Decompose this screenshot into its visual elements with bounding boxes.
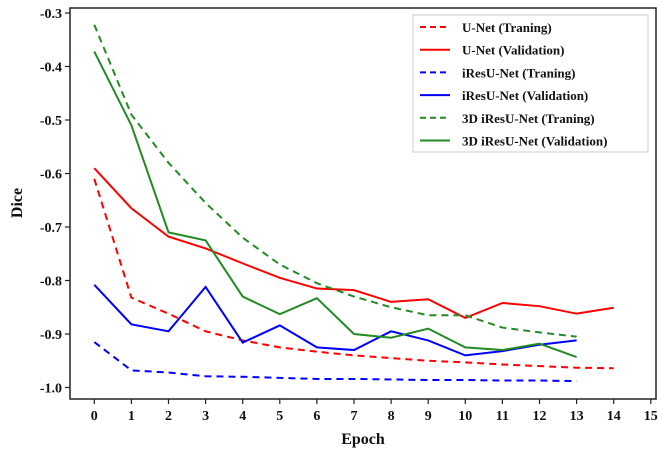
y-axis-label: Dice bbox=[9, 188, 26, 218]
x-tick-label: 10 bbox=[458, 409, 472, 424]
legend-label: 3D iResU-Net (Traning) bbox=[462, 111, 595, 126]
y-tick-label: -0.7 bbox=[40, 221, 62, 236]
x-tick-label: 15 bbox=[644, 409, 658, 424]
x-tick-label: 5 bbox=[276, 409, 283, 424]
series-line-3 bbox=[94, 285, 576, 356]
legend-label: U-Net (Traning) bbox=[462, 20, 552, 35]
x-tick-label: 3 bbox=[202, 409, 209, 424]
legend-label: 3D iResU-Net (Validation) bbox=[462, 134, 607, 149]
legend-label: iResU-Net (Traning) bbox=[462, 65, 576, 80]
y-tick-label: -1.0 bbox=[40, 382, 62, 397]
series-line-0 bbox=[94, 179, 613, 368]
x-tick-label: 14 bbox=[607, 409, 621, 424]
x-tick-label: 9 bbox=[425, 409, 432, 424]
x-tick-label: 7 bbox=[351, 409, 358, 424]
legend-label: iResU-Net (Validation) bbox=[462, 88, 588, 103]
legend-box bbox=[413, 15, 648, 152]
y-tick-label: -0.5 bbox=[40, 114, 62, 129]
x-tick-label: 11 bbox=[496, 409, 509, 424]
y-tick-label: -0.6 bbox=[40, 168, 62, 183]
x-tick-label: 4 bbox=[239, 409, 246, 424]
legend-label: U-Net (Validation) bbox=[462, 43, 564, 58]
y-tick-label: -0.3 bbox=[40, 7, 62, 22]
x-tick-label: 2 bbox=[165, 409, 172, 424]
x-tick-label: 8 bbox=[388, 409, 395, 424]
x-tick-label: 0 bbox=[91, 409, 98, 424]
x-tick-label: 13 bbox=[570, 409, 584, 424]
y-tick-label: -0.8 bbox=[40, 275, 62, 290]
x-axis-label: Epoch bbox=[341, 431, 385, 448]
y-tick-label: -0.9 bbox=[40, 328, 62, 343]
x-tick-label: 1 bbox=[128, 409, 135, 424]
x-tick-label: 12 bbox=[533, 409, 547, 424]
legend: U-Net (Traning) U-Net (Validation) iResU-N… bbox=[413, 15, 648, 152]
x-tick-label: 6 bbox=[313, 409, 320, 424]
y-tick-label: -0.4 bbox=[40, 61, 62, 76]
series-line-1 bbox=[94, 168, 613, 318]
